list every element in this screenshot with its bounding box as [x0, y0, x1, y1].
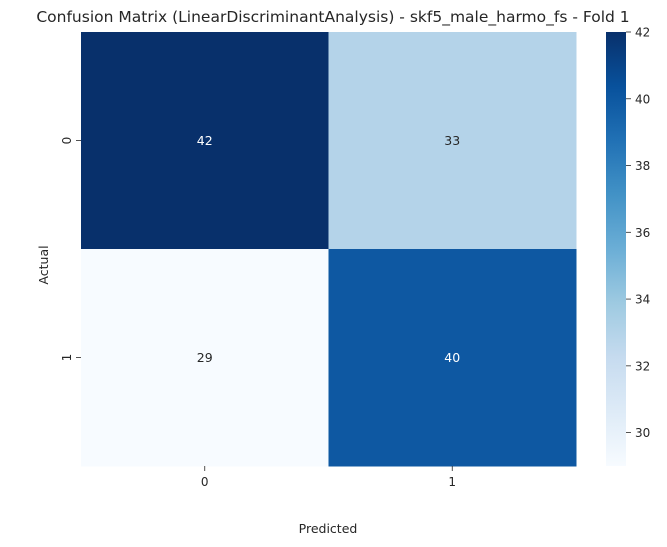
- heatmap-cell-0-0: [81, 32, 329, 250]
- heatmap-cell-0-1: [328, 32, 577, 250]
- colorbar-tick-label-2: 34: [635, 293, 650, 307]
- colorbar-tick-label-5: 40: [635, 92, 650, 106]
- colorbar-tick-label-4: 38: [635, 159, 650, 173]
- cell-value-1-0: 29: [197, 350, 213, 365]
- heatmap-annotations: 42 33 29 40: [197, 133, 460, 365]
- colorbar-ticks: 30 32 34 36 38 40 42: [626, 26, 650, 440]
- heatmap-cell-1-0: [81, 249, 329, 467]
- chart-title: Confusion Matrix (LinearDiscriminantAnal…: [36, 8, 629, 27]
- cell-value-0-0: 42: [197, 133, 213, 148]
- colorbar-tick-label-3: 36: [635, 226, 650, 240]
- cell-value-0-1: 33: [444, 133, 460, 148]
- heatmap-cell-1-1: [328, 249, 577, 467]
- colorbar: [606, 32, 626, 466]
- y-tick-label-0: 0: [60, 137, 74, 145]
- colorbar-tick-label-0: 30: [635, 426, 650, 440]
- x-tick-label-1: 1: [448, 475, 456, 489]
- y-axis-ticks: 01: [60, 137, 81, 362]
- heatmap-cells: [81, 32, 577, 467]
- x-tick-label-0: 0: [201, 475, 209, 489]
- colorbar-tick-label-6: 42: [635, 26, 650, 40]
- x-axis-label: Predicted: [299, 521, 358, 536]
- colorbar-tick-label-1: 32: [635, 359, 650, 373]
- y-axis-label: Actual: [36, 245, 51, 284]
- y-tick-label-1: 1: [60, 354, 74, 362]
- cell-value-1-1: 40: [444, 350, 460, 365]
